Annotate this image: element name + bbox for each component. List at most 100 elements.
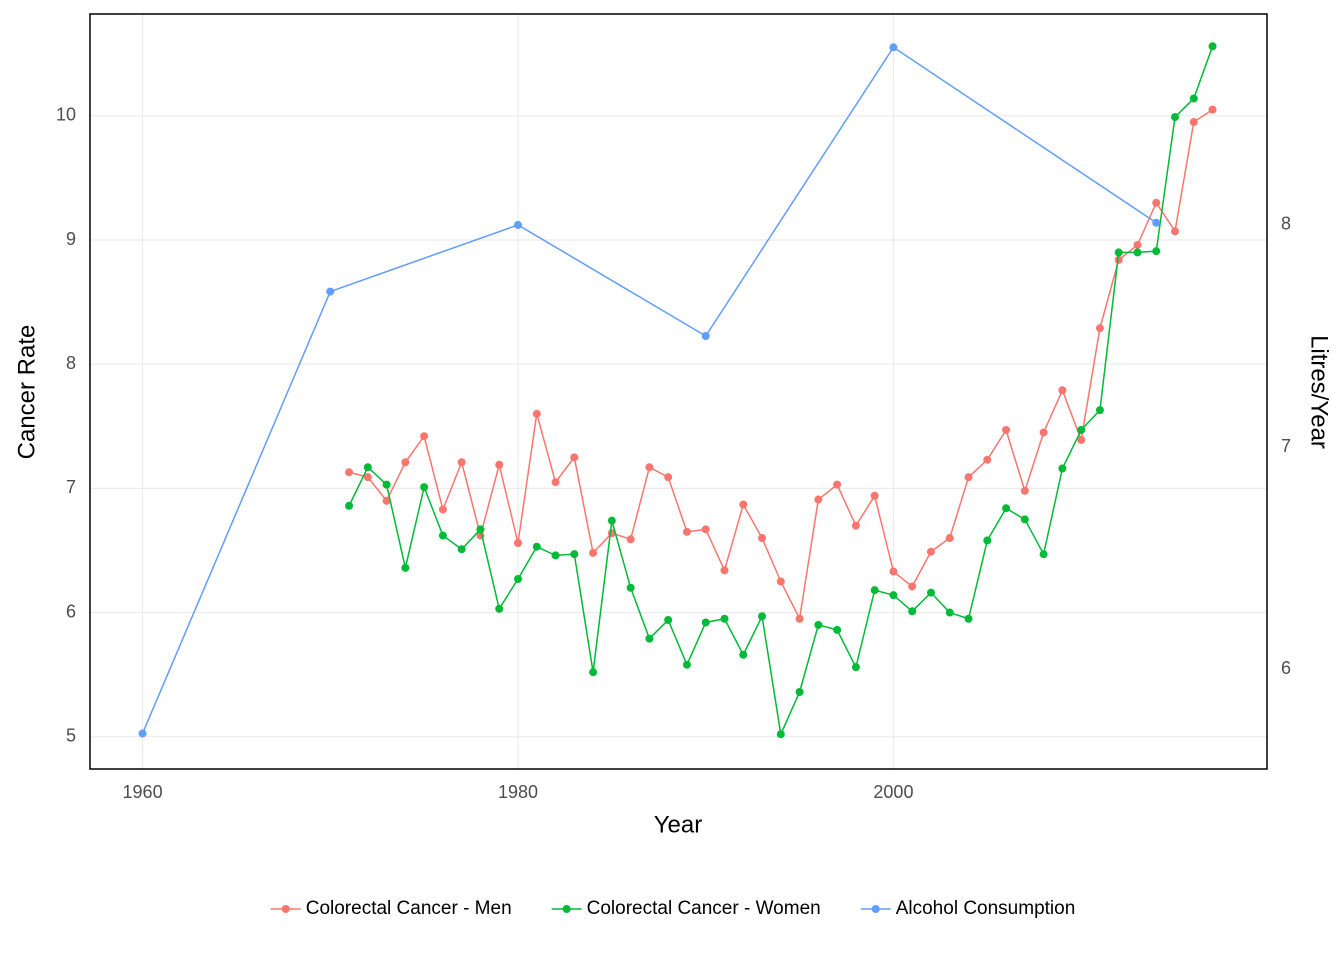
data-point [720, 614, 729, 623]
data-point [739, 500, 748, 509]
data-point [420, 432, 429, 441]
x-axis-title: Year [654, 811, 703, 838]
data-point [739, 650, 748, 659]
data-point [438, 505, 447, 514]
data-point [589, 548, 598, 557]
data-point [758, 612, 767, 621]
data-point [457, 545, 466, 554]
data-point [1058, 464, 1067, 473]
data-point [889, 591, 898, 600]
y2-tick-label: 8 [1281, 214, 1291, 234]
data-point [964, 614, 973, 623]
data-point [420, 483, 429, 492]
data-point [682, 527, 691, 536]
data-point [1208, 42, 1217, 51]
data-point [1114, 255, 1123, 264]
y-tick-label: 9 [66, 229, 76, 249]
data-point [438, 531, 447, 540]
data-point [1208, 105, 1217, 114]
y-tick-label: 8 [66, 353, 76, 373]
data-point [1039, 428, 1048, 437]
legend-marker [871, 905, 880, 913]
legend-label: Colorectal Cancer - Women [587, 898, 821, 919]
data-point [1171, 227, 1180, 236]
series-line [141, 46, 1157, 734]
data-point [1020, 486, 1029, 495]
data-point [626, 535, 635, 544]
data-point [851, 521, 860, 530]
data-point [945, 608, 954, 617]
data-point [983, 455, 992, 464]
data-point [701, 525, 710, 534]
data-point [851, 663, 860, 672]
data-point [889, 43, 898, 52]
data-point [664, 615, 673, 624]
data-point [645, 463, 654, 472]
data-point [814, 620, 823, 629]
data-point [1152, 218, 1161, 227]
x-tick-label: 1960 [123, 782, 163, 802]
data-point [514, 575, 522, 584]
data-point [607, 516, 616, 525]
data-point [401, 563, 410, 572]
data-point [889, 567, 898, 576]
data-point [495, 460, 504, 469]
data-point [626, 583, 635, 592]
data-point [720, 566, 729, 575]
data-point [1058, 386, 1067, 395]
data-point [645, 634, 654, 643]
data-point [776, 730, 785, 739]
data-point [1002, 425, 1011, 434]
data-point [138, 729, 147, 738]
data-point [1171, 113, 1180, 122]
data-point [1152, 247, 1161, 256]
data-point [495, 604, 504, 613]
data-point [795, 614, 804, 623]
data-point [983, 536, 992, 545]
data-point [664, 473, 673, 482]
legend-marker [562, 905, 571, 913]
y-tick-label: 7 [66, 477, 76, 497]
data-point [870, 491, 879, 500]
data-point [1077, 425, 1086, 434]
data-point [532, 542, 541, 551]
y-tick-label: 10 [56, 105, 76, 125]
data-point [945, 534, 954, 543]
y2-axis-title: Litres/Year [1306, 335, 1333, 449]
data-point [1152, 198, 1161, 207]
y2-tick-label: 7 [1281, 436, 1291, 456]
data-point [833, 480, 842, 489]
legend-label: Alcohol Consumption [896, 898, 1076, 919]
data-point [1189, 118, 1198, 127]
data-point [776, 577, 785, 586]
data-point [551, 478, 560, 487]
data-point [382, 496, 391, 505]
data-point [345, 468, 354, 477]
data-point [345, 501, 354, 510]
y2-tick-label: 6 [1281, 658, 1291, 678]
legend-label: Colorectal Cancer - Men [306, 898, 512, 919]
data-point [870, 586, 879, 595]
data-point [1039, 550, 1048, 559]
data-point [1020, 515, 1029, 524]
series-line [348, 46, 1214, 737]
data-point [1002, 504, 1011, 513]
data-point [1114, 248, 1123, 257]
y-tick-label: 6 [66, 601, 76, 621]
data-point [476, 525, 485, 534]
data-point [457, 458, 466, 467]
data-point [589, 668, 598, 677]
y-axis-title: Cancer Rate [13, 325, 40, 460]
data-point [570, 550, 579, 559]
data-point [401, 458, 410, 467]
data-point [908, 607, 917, 616]
data-point [758, 534, 767, 543]
data-point [363, 473, 372, 482]
data-point [795, 688, 804, 697]
data-point [363, 463, 372, 472]
data-point [814, 495, 823, 504]
panel-border [89, 13, 1268, 770]
data-point [1095, 324, 1104, 333]
data-point [570, 453, 579, 462]
